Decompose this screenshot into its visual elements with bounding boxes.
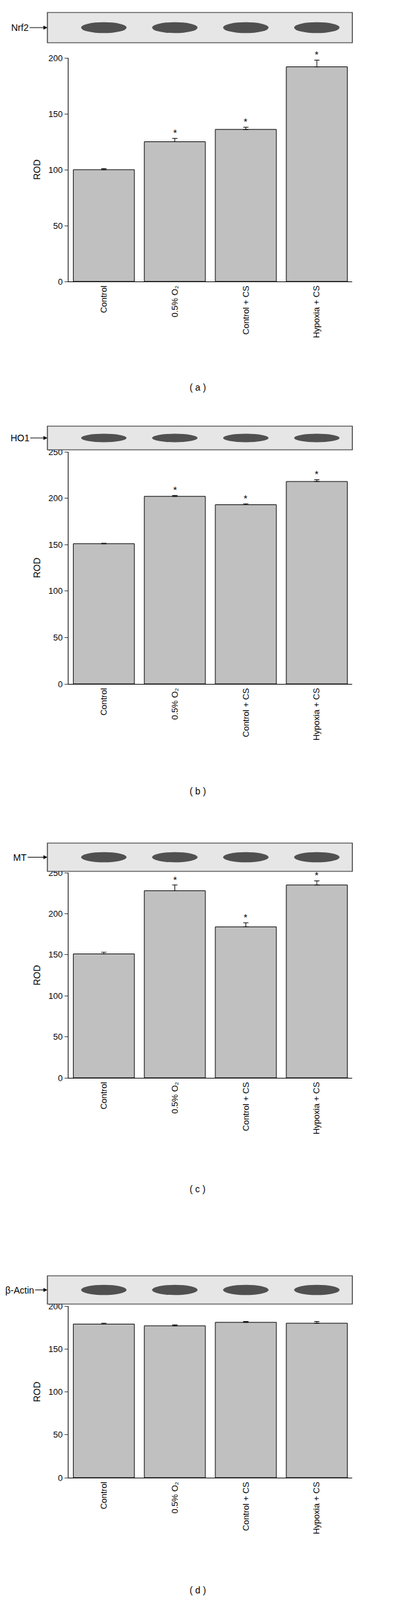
svg-text:ROD: ROD (31, 1383, 43, 1404)
svg-text:*: * (314, 48, 319, 60)
svg-text:0.5% O₂: 0.5% O₂ (169, 1082, 180, 1115)
svg-text:Control: Control (98, 1082, 109, 1111)
svg-text:150: 150 (48, 950, 63, 961)
svg-text:*: * (173, 484, 178, 496)
svg-text:Control: Control (98, 688, 109, 717)
svg-text:( c ): ( c ) (189, 1185, 206, 1196)
svg-text:150: 150 (48, 1345, 63, 1356)
svg-text:200: 200 (48, 909, 63, 920)
svg-text:Control: Control (98, 285, 109, 314)
svg-text:0: 0 (57, 277, 63, 288)
svg-text:50: 50 (53, 1032, 63, 1043)
svg-text:*: * (243, 115, 248, 128)
svg-text:100: 100 (48, 992, 63, 1002)
svg-text:*: * (173, 874, 178, 887)
svg-text:Control + CS: Control + CS (240, 1483, 251, 1533)
svg-text:100: 100 (48, 586, 63, 597)
svg-text:200: 200 (48, 493, 63, 504)
svg-text:50: 50 (53, 1431, 63, 1442)
svg-text:Hypoxia + CS: Hypoxia + CS (312, 285, 322, 339)
svg-text:ROD: ROD (31, 159, 43, 180)
svg-text:HO1: HO1 (10, 433, 30, 444)
svg-text:( d ): ( d ) (189, 1586, 207, 1598)
svg-text:0.5% O₂: 0.5% O₂ (169, 285, 180, 318)
svg-text:100: 100 (48, 165, 63, 176)
svg-text:MT: MT (13, 853, 27, 864)
svg-text:250: 250 (48, 869, 63, 879)
svg-text:*: * (314, 468, 319, 480)
svg-text:50: 50 (53, 633, 63, 644)
svg-text:Control + CS: Control + CS (240, 688, 251, 738)
svg-text:200: 200 (48, 53, 63, 64)
svg-text:*: * (314, 870, 319, 882)
svg-text:β-Actin: β-Actin (5, 1286, 35, 1297)
svg-text:0: 0 (57, 1474, 63, 1485)
svg-text:Hypoxia + CS: Hypoxia + CS (312, 1082, 322, 1136)
svg-text:Control + CS: Control + CS (240, 1082, 251, 1133)
svg-text:0.5% O₂: 0.5% O₂ (169, 1483, 180, 1515)
svg-text:150: 150 (48, 540, 63, 551)
svg-text:Control + CS: Control + CS (240, 285, 251, 336)
svg-text:*: * (173, 127, 178, 139)
svg-text:0: 0 (57, 1074, 63, 1085)
svg-text:150: 150 (48, 109, 63, 120)
svg-text:( a ): ( a ) (189, 382, 207, 394)
svg-text:50: 50 (53, 221, 63, 232)
svg-text:*: * (243, 493, 248, 505)
svg-text:100: 100 (48, 1388, 63, 1399)
svg-text:Hypoxia + CS: Hypoxia + CS (312, 1483, 322, 1536)
svg-text:Nrf2: Nrf2 (11, 22, 29, 33)
svg-text:*: * (243, 912, 248, 924)
svg-text:Control: Control (98, 1483, 109, 1511)
svg-text:ROD: ROD (31, 558, 43, 579)
svg-text:250: 250 (48, 447, 63, 458)
svg-text:200: 200 (48, 1302, 63, 1313)
svg-text:ROD: ROD (31, 965, 43, 987)
svg-text:0.5% O₂: 0.5% O₂ (169, 688, 180, 721)
svg-text:Hypoxia + CS: Hypoxia + CS (312, 688, 322, 742)
svg-text:0: 0 (57, 680, 63, 690)
svg-text:( b ): ( b ) (189, 786, 207, 798)
